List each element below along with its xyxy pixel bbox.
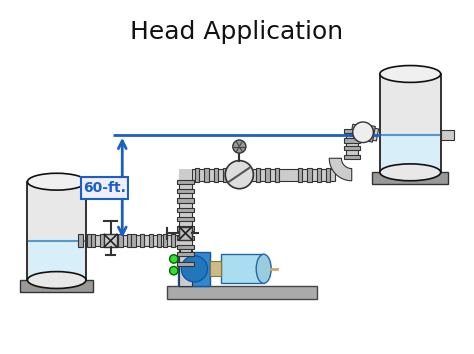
Bar	[344, 138, 360, 143]
Bar	[29, 239, 84, 278]
Bar	[177, 252, 194, 256]
Bar	[149, 234, 153, 247]
Bar	[177, 198, 194, 202]
Bar	[86, 235, 179, 246]
Circle shape	[233, 140, 246, 153]
Bar	[308, 168, 312, 182]
Bar	[210, 261, 220, 276]
Bar	[177, 189, 194, 193]
Bar	[344, 146, 360, 150]
Bar	[177, 227, 194, 230]
Bar	[223, 168, 228, 182]
Circle shape	[170, 267, 178, 275]
Bar	[317, 168, 321, 182]
Bar	[177, 262, 194, 266]
Bar	[372, 172, 448, 184]
Bar	[195, 168, 199, 182]
Polygon shape	[329, 158, 352, 181]
Bar	[163, 234, 167, 247]
Bar	[87, 234, 91, 247]
Bar	[179, 175, 191, 286]
Bar	[180, 246, 191, 252]
Bar	[220, 254, 264, 283]
Bar	[177, 179, 194, 184]
Bar	[140, 234, 144, 247]
Polygon shape	[362, 125, 369, 141]
Bar	[344, 155, 360, 159]
Bar	[265, 168, 270, 182]
Bar	[100, 234, 104, 247]
Bar	[27, 182, 86, 280]
Bar	[179, 227, 192, 240]
Bar	[79, 234, 82, 247]
Text: 60-ft.: 60-ft.	[83, 181, 126, 195]
Bar	[256, 168, 260, 182]
Ellipse shape	[380, 65, 441, 82]
Bar	[179, 234, 191, 246]
FancyBboxPatch shape	[81, 177, 128, 199]
Bar	[204, 168, 209, 182]
Bar	[118, 234, 122, 247]
Circle shape	[225, 161, 254, 189]
Bar	[298, 168, 302, 182]
Bar	[167, 286, 317, 299]
Bar	[346, 130, 358, 158]
Polygon shape	[368, 126, 375, 142]
Bar	[104, 234, 117, 247]
Bar	[91, 234, 95, 247]
Bar	[157, 234, 161, 247]
Bar	[380, 74, 441, 172]
Bar	[191, 169, 335, 181]
Bar	[179, 169, 191, 181]
Bar	[177, 245, 194, 249]
Bar	[441, 130, 454, 139]
Bar	[177, 217, 194, 221]
Bar	[246, 168, 251, 182]
Ellipse shape	[256, 254, 271, 283]
Circle shape	[181, 256, 208, 282]
Bar	[171, 234, 175, 247]
Bar	[177, 208, 194, 212]
Circle shape	[170, 255, 178, 263]
Bar	[131, 234, 136, 247]
Bar	[20, 280, 93, 292]
Ellipse shape	[27, 272, 86, 289]
Bar	[344, 129, 360, 133]
Bar	[326, 168, 330, 182]
Ellipse shape	[380, 164, 441, 181]
Text: Head Application: Head Application	[130, 20, 344, 44]
Bar	[179, 252, 210, 286]
Ellipse shape	[27, 173, 86, 190]
Circle shape	[353, 122, 374, 143]
Polygon shape	[351, 124, 379, 141]
Bar	[275, 168, 279, 182]
Bar	[127, 234, 131, 247]
Polygon shape	[355, 123, 362, 139]
Bar	[214, 168, 218, 182]
Bar	[177, 236, 194, 240]
Bar	[382, 133, 439, 170]
